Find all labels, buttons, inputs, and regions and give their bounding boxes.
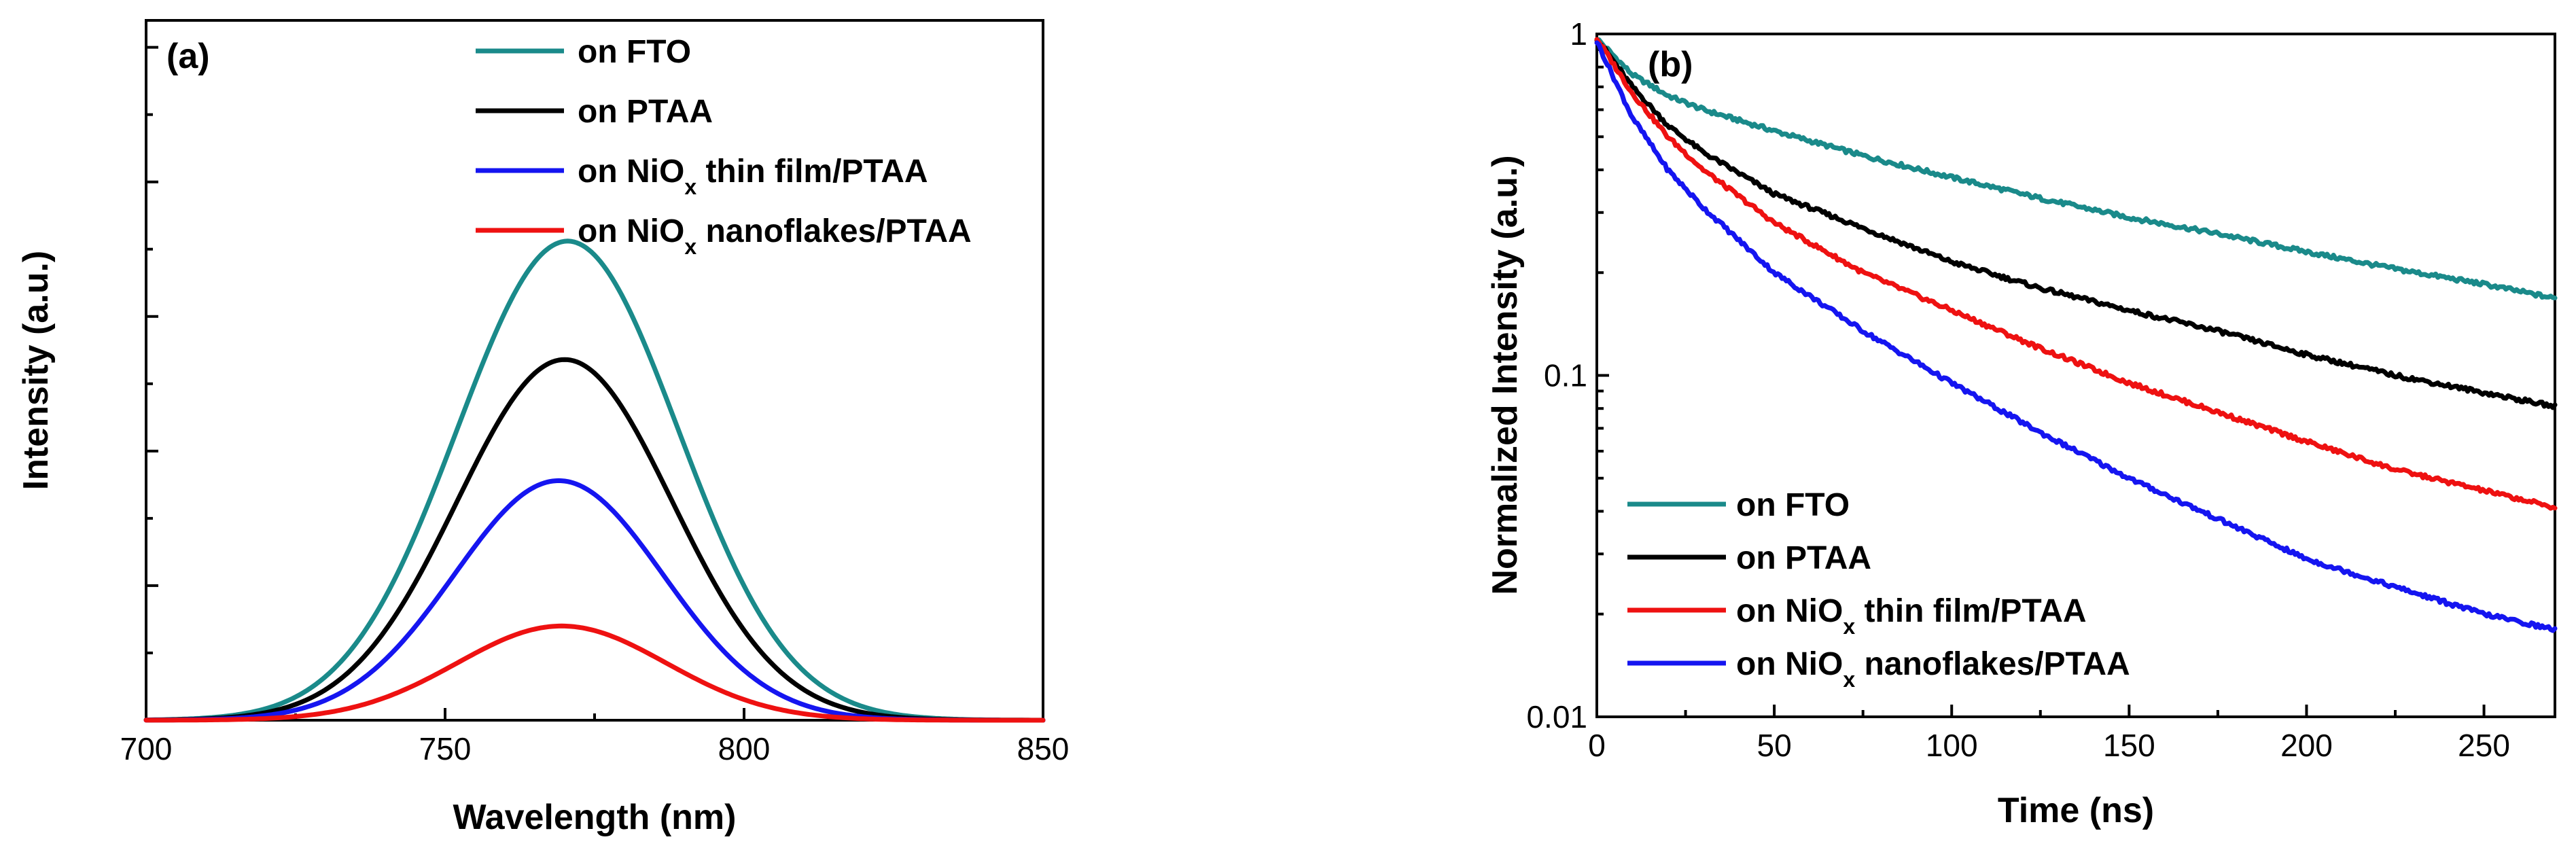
b-x-tick-label-50: 50 xyxy=(1757,728,1792,763)
b-legend-label-on-fto: on FTO xyxy=(1736,487,1850,523)
a-legend-label-on-niox-nanoflakes-ptaa: on NiOx nanoflakes/PTAA xyxy=(578,213,972,259)
b-y-tick-label-0-01: 0.01 xyxy=(1526,699,1587,734)
b-series-on-niox-nanoflakes-ptaa xyxy=(1594,40,2558,633)
a-x-tick-label-750: 750 xyxy=(419,731,472,766)
b-x-tick-label-100: 100 xyxy=(1926,728,1978,763)
b-series-on-niox-thin-film-ptaa xyxy=(1594,37,2558,511)
panel-b-x-axis-title: Time (ns) xyxy=(1998,791,2154,830)
a-series-on-niox-nanoflakes-ptaa xyxy=(143,623,1046,723)
panel-b-legend: on FTO on PTAA on NiOx thin film/PTAA on Ni… xyxy=(1627,487,2130,692)
b-x-tick-label-200: 200 xyxy=(2280,728,2333,763)
a-legend-label-on-fto: on FTO xyxy=(578,34,691,70)
panel-b-chart: 0 50 100 150 200 250 0.01 0.1 1 (b) Time (ns) N… xyxy=(1485,16,2558,830)
b-x-tick-label-250: 250 xyxy=(2458,728,2510,763)
b-y-tick-label-0-1: 0.1 xyxy=(1544,358,1587,393)
panel-a-x-ticks: 700 750 800 850 xyxy=(120,708,1070,766)
panel-a-label: (a) xyxy=(166,37,210,76)
b-legend-label-on-ptaa: on PTAA xyxy=(1736,540,1871,576)
panel-a-y-ticks xyxy=(146,46,158,654)
a-x-tick-label-800: 800 xyxy=(718,731,771,766)
a-x-tick-label-850: 850 xyxy=(1017,731,1070,766)
panel-a-x-axis-title: Wavelength (nm) xyxy=(453,798,737,837)
b-x-tick-label-150: 150 xyxy=(2103,728,2155,763)
panel-b-x-ticks: 0 50 100 150 200 250 xyxy=(1588,705,2510,763)
b-series-on-ptaa xyxy=(1594,38,2558,410)
panel-b-y-axis-title: Normalized Intensity (a.u.) xyxy=(1485,155,1525,595)
panel-b-series xyxy=(1594,37,2558,633)
a-legend-label-on-ptaa: on PTAA xyxy=(578,94,713,130)
panel-b-label: (b) xyxy=(1648,45,1693,84)
panel-a-y-axis-title: Intensity (a.u.) xyxy=(16,251,56,490)
panel-a-legend: on FTO on PTAA on NiOx thin film/PTAA on Ni… xyxy=(476,34,972,259)
panel-a-series xyxy=(143,238,1046,723)
a-x-tick-label-700: 700 xyxy=(120,731,173,766)
b-x-tick-label-0: 0 xyxy=(1588,728,1606,763)
a-series-on-niox-thin-film-ptaa xyxy=(143,478,1046,723)
panel-a-chart: 700 750 800 850 (a) Wavelength (nm) Intensi… xyxy=(16,19,1070,837)
a-series-on-ptaa xyxy=(143,357,1046,723)
panel-b-y-ticks: 0.01 0.1 1 xyxy=(1526,16,1609,734)
b-series-on-fto xyxy=(1594,37,2558,300)
b-legend-label-on-niox-nanoflakes-ptaa: on NiOx nanoflakes/PTAA xyxy=(1736,646,2130,692)
b-legend-label-on-niox-thin-film-ptaa: on NiOx thin film/PTAA xyxy=(1736,593,2087,639)
a-legend-label-on-niox-thin-film-ptaa: on NiOx thin film/PTAA xyxy=(578,154,928,199)
b-y-tick-label-1: 1 xyxy=(1570,16,1587,52)
a-series-on-fto xyxy=(143,238,1046,723)
